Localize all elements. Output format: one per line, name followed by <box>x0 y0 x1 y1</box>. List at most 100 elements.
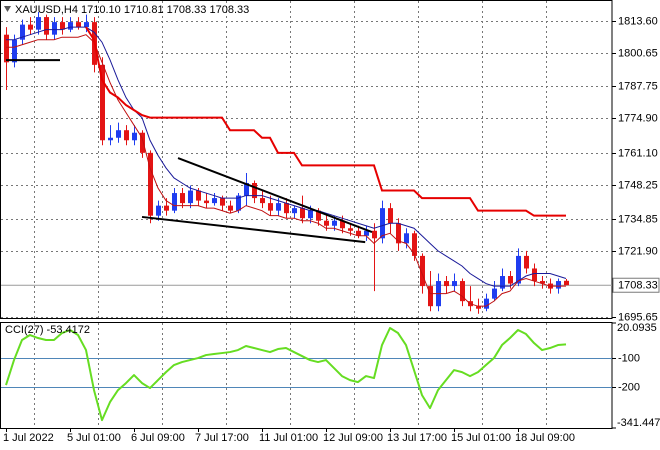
candle-body <box>476 306 481 309</box>
x-tick-label: 5 Jul 01:00 <box>67 432 121 444</box>
indicator-title: CCI(27) -53.4172 <box>5 324 90 336</box>
indicator-plot <box>1 326 612 422</box>
candle-body <box>356 230 361 236</box>
y-tick-label: 20.0935 <box>617 322 657 334</box>
indicator-line <box>6 34 566 307</box>
candle-body <box>396 223 401 244</box>
candle-body <box>348 228 353 231</box>
candle-body <box>492 288 497 299</box>
price-plot <box>1 12 612 314</box>
candle-body <box>452 281 457 287</box>
candle-body <box>508 276 513 284</box>
y-tick-label: 1761.10 <box>618 147 658 159</box>
x-tick-label: 11 Jul 01:00 <box>259 432 318 444</box>
candle-body <box>76 22 81 28</box>
grid-layer <box>1 1 612 428</box>
candle-body <box>36 17 41 30</box>
candle-body <box>196 190 201 201</box>
y-tick-label: 1721.90 <box>618 245 658 257</box>
candle-body <box>532 268 537 282</box>
candle-body <box>44 17 49 35</box>
candle-body <box>172 193 177 211</box>
candle-body <box>308 210 313 219</box>
candle-body <box>108 137 113 141</box>
candle-body <box>276 203 281 211</box>
candle-body <box>292 208 297 214</box>
candle-body <box>204 200 209 204</box>
candle-body <box>372 230 377 239</box>
candle-body <box>132 132 137 141</box>
y-tick-label: 1748.25 <box>618 179 658 191</box>
candle-body <box>148 152 153 216</box>
candle-body <box>388 208 393 224</box>
candle-body <box>116 130 121 138</box>
candle-body <box>564 280 569 286</box>
candle-body <box>28 24 33 30</box>
x-tick-label: 13 Jul 17:00 <box>387 432 447 444</box>
cci-line <box>5 326 567 422</box>
candle-body <box>556 281 561 289</box>
candle-body <box>68 22 73 30</box>
y-tick-label: 1787.75 <box>618 80 658 92</box>
level-label: -200 <box>618 381 640 393</box>
candle-body <box>212 198 217 204</box>
trend-line <box>141 215 366 244</box>
candle-body <box>340 220 345 229</box>
candle-body <box>20 24 25 40</box>
candle-body <box>84 22 89 28</box>
candle-body <box>364 230 369 236</box>
y-tick-label: 1813.60 <box>618 15 658 27</box>
trend-line <box>177 157 373 233</box>
x-tick-label: 1 Jul 2022 <box>3 432 54 444</box>
candle-body <box>516 255 521 284</box>
y-tick-label: 1734.85 <box>618 213 658 225</box>
indicator-line <box>85 26 566 217</box>
x-tick-label: 15 Jul 01:00 <box>451 432 511 444</box>
candle-body <box>332 220 337 226</box>
candle-body <box>52 22 57 35</box>
candle-body <box>540 281 545 284</box>
x-tick-label: 18 Jul 09:00 <box>515 432 575 444</box>
candle-body <box>188 190 193 204</box>
candle-body <box>236 195 241 211</box>
candle-body <box>100 64 105 141</box>
candle-body <box>444 281 449 287</box>
last-price-box <box>612 277 660 293</box>
y-tick-label: 1774.90 <box>618 112 658 124</box>
candle-body <box>284 203 289 214</box>
candle-body <box>420 255 425 287</box>
candle-body <box>524 255 529 269</box>
candle-body <box>156 205 161 216</box>
x-tick-label: 12 Jul 09:00 <box>323 432 383 444</box>
symbol-icon <box>4 6 11 12</box>
candle-body <box>124 130 129 141</box>
candle-body <box>300 208 305 219</box>
level-label: -100 <box>618 352 640 364</box>
candle-body <box>316 210 321 221</box>
x-tick-label: 7 Jul 17:00 <box>195 432 249 444</box>
candle-body <box>220 198 225 206</box>
last-price-label: 1708.33 <box>618 280 658 292</box>
indicator-panel-frame <box>0 322 613 429</box>
candle-body <box>500 276 505 289</box>
candle-body <box>428 286 433 307</box>
y-tick-label: 1800.65 <box>618 47 658 59</box>
candle-body <box>180 193 185 204</box>
candle-body <box>12 39 17 63</box>
candle-body <box>228 205 233 211</box>
candle-body <box>324 220 329 226</box>
candle-body <box>380 208 385 239</box>
candle-body <box>460 281 465 302</box>
y-tick-label: -341.4479 <box>617 417 660 429</box>
indicator-line <box>6 26 567 287</box>
candle-body <box>412 233 417 256</box>
candle-body <box>164 205 169 211</box>
candle-body <box>260 198 265 204</box>
candle-body <box>140 132 145 153</box>
candle-body <box>484 298 489 309</box>
candle-body <box>60 22 65 30</box>
axis-layer: 1813.60 1800.65 1787.75 1774.90 1761.10 1748.… <box>3 15 660 444</box>
